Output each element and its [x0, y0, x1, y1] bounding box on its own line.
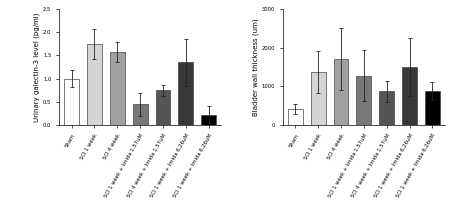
Bar [133, 104, 148, 125]
Bar [379, 91, 394, 125]
Bar [311, 72, 326, 125]
Bar [402, 67, 417, 125]
Y-axis label: Urinary galectin-3 level (pg/ml): Urinary galectin-3 level (pg/ml) [34, 12, 40, 122]
Bar [201, 114, 216, 125]
Bar [288, 109, 303, 125]
Bar [110, 52, 125, 125]
Bar [334, 59, 348, 125]
Bar [178, 62, 193, 125]
Bar [64, 79, 79, 125]
Bar [87, 44, 102, 125]
Bar [425, 91, 440, 125]
Bar [356, 76, 371, 125]
Y-axis label: Bladder wall thickness (um): Bladder wall thickness (um) [252, 18, 259, 116]
Bar [156, 90, 170, 125]
